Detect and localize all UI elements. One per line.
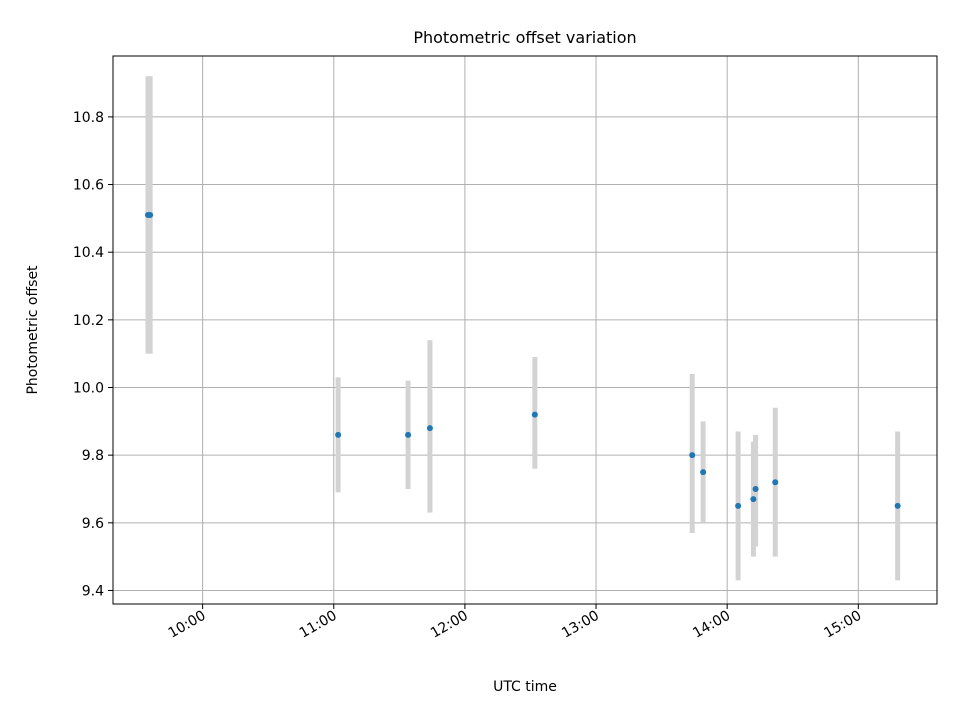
data-point [750,496,757,503]
y-tick-label: 10.8 [73,110,104,126]
y-axis-ticks: 9.4 9.6 9.8 10.0 10.2 10.4 10.6 10.8 [73,110,113,599]
x-tick-label: 10:00 [166,608,209,642]
y-tick-label: 10.4 [73,245,104,261]
y-tick-label: 9.4 [82,583,104,599]
data-point [735,502,742,509]
y-tick-label: 9.6 [82,516,104,532]
x-axis-label: UTC time [493,679,557,695]
chart-title: Photometric offset variation [413,28,636,47]
data-point [405,431,412,438]
data-point [335,431,342,438]
grid-lines [113,56,937,604]
data-point [752,485,759,492]
y-tick-label: 10.0 [73,381,104,397]
data-point [531,411,538,418]
x-tick-label: 14:00 [690,608,733,642]
data-point [700,469,707,476]
x-tick-label: 11:00 [297,608,340,642]
data-point [147,211,154,218]
x-tick-label: 13:00 [559,608,602,642]
data-point [426,425,433,432]
data-point [772,479,779,486]
y-tick-label: 10.2 [73,313,104,329]
data-points [144,211,901,509]
error-bars [145,76,901,581]
data-point [689,452,696,459]
plot-frame [112,55,938,605]
x-tick-label: 12:00 [428,608,471,642]
x-tick-label: 15:00 [821,608,864,642]
y-axis-label: Photometric offset [25,265,41,395]
y-tick-label: 9.8 [82,448,104,464]
x-axis-ticks: 10:00 11:00 12:00 13:00 14:00 15:00 [166,604,864,642]
y-tick-label: 10.6 [73,178,104,194]
data-point [894,502,901,509]
